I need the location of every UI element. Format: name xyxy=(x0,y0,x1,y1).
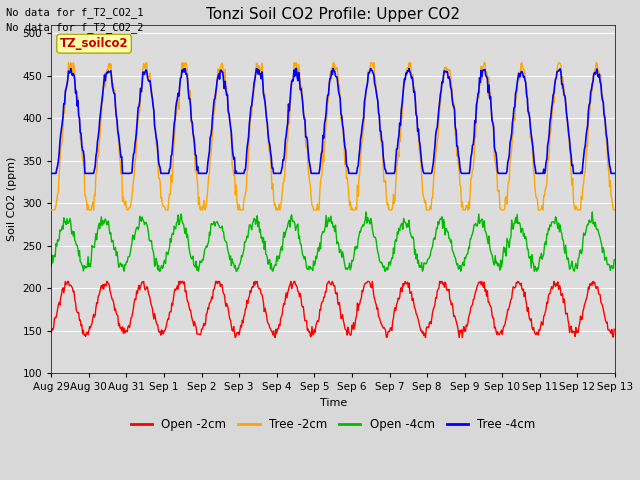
Y-axis label: Soil CO2 (ppm): Soil CO2 (ppm) xyxy=(7,156,17,241)
X-axis label: Time: Time xyxy=(319,398,347,408)
Text: No data for f_T2_CO2_1: No data for f_T2_CO2_1 xyxy=(6,7,144,18)
Title: Tonzi Soil CO2 Profile: Upper CO2: Tonzi Soil CO2 Profile: Upper CO2 xyxy=(206,7,460,22)
Legend: Open -2cm, Tree -2cm, Open -4cm, Tree -4cm: Open -2cm, Tree -2cm, Open -4cm, Tree -4… xyxy=(126,413,540,435)
Text: No data for f_T2_CO2_2: No data for f_T2_CO2_2 xyxy=(6,22,144,33)
Text: TZ_soilco2: TZ_soilco2 xyxy=(60,37,129,50)
